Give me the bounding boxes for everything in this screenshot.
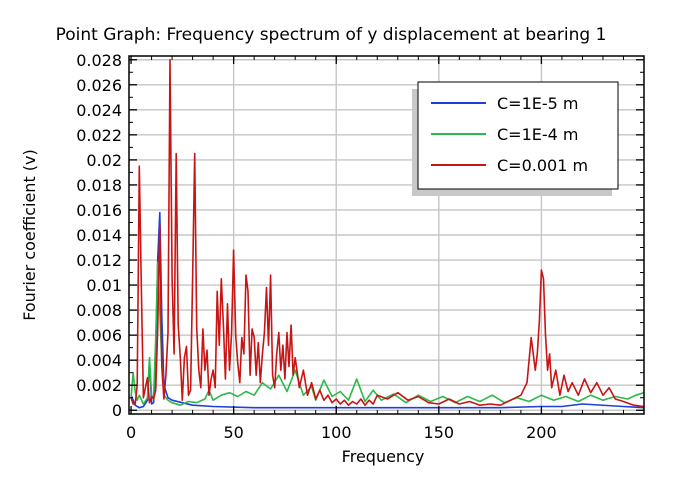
x-axis-label: Frequency bbox=[342, 447, 425, 466]
y-tick-label: 0.01 bbox=[86, 276, 122, 295]
y-tick-label: 0.006 bbox=[76, 326, 122, 345]
x-tick-label: 0 bbox=[126, 423, 136, 442]
legend-label: C=1E-4 m bbox=[497, 125, 579, 144]
legend-label: C=1E-5 m bbox=[497, 94, 579, 113]
y-tick-label: 0.018 bbox=[76, 176, 122, 195]
y-tick-label: 0.016 bbox=[76, 201, 122, 220]
y-tick-label: 0.022 bbox=[76, 126, 122, 145]
y-tick-label: 0.004 bbox=[76, 351, 122, 370]
legend-box bbox=[417, 81, 619, 190]
y-tick-label: 0 bbox=[112, 401, 122, 420]
x-tick-label: 200 bbox=[526, 423, 557, 442]
legend: C=1E-5 m C=1E-4 m C=0.001 m bbox=[412, 81, 619, 196]
chart-title: Point Graph: Frequency spectrum of y dis… bbox=[56, 25, 607, 45]
series-layer bbox=[130, 59, 644, 409]
y-tick-label: 0.008 bbox=[76, 301, 122, 320]
x-tick-label: 100 bbox=[321, 423, 352, 442]
tick-layer: 0 50 100 150 200 0 0.002 0.004 0.006 0.008 0.01 0.0… bbox=[76, 51, 644, 442]
x-tick-label: 150 bbox=[424, 423, 455, 442]
y-tick-label: 0.028 bbox=[76, 51, 122, 70]
y-tick-label: 0.026 bbox=[76, 76, 122, 95]
x-tick-label: 50 bbox=[223, 423, 243, 442]
series-line-3 bbox=[130, 59, 644, 408]
y-tick-label: 0.024 bbox=[76, 101, 122, 120]
y-tick-label: 0.012 bbox=[76, 251, 122, 270]
y-axis-label: Fourier coefficient (v) bbox=[20, 149, 39, 321]
y-tick-label: 0.002 bbox=[76, 376, 122, 395]
y-tick-label: 0.02 bbox=[86, 151, 122, 170]
legend-label: C=0.001 m bbox=[497, 156, 588, 175]
y-tick-label: 0.014 bbox=[76, 226, 122, 245]
